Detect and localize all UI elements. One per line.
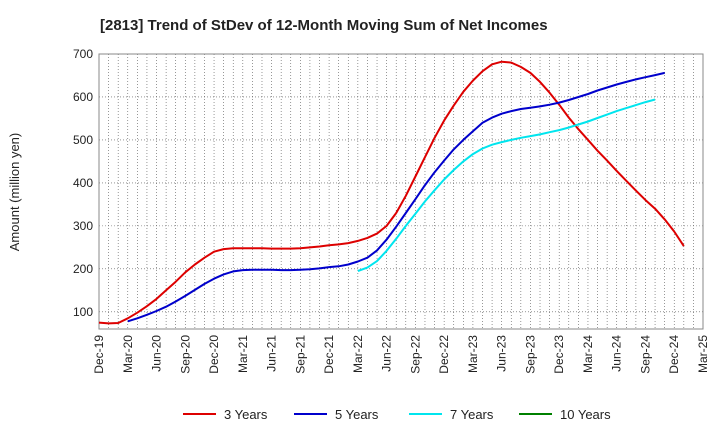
y-tick-label: 200: [73, 262, 93, 276]
legend-label: 5 Years: [335, 407, 379, 422]
plot-area: 100 200 300 400 500 600 700 Dec-19 Mar-20 Jun-20 S…: [73, 47, 710, 374]
x-tick-label: Jun-22: [380, 335, 394, 372]
y-axis-label: Amount (million yen): [7, 133, 22, 252]
x-tick-label: Mar-24: [581, 335, 595, 373]
x-tick-label: Dec-19: [92, 335, 106, 374]
x-tick-label: Mar-23: [466, 335, 480, 373]
y-tick-label: 300: [73, 219, 93, 233]
y-tick-label: 700: [73, 47, 93, 61]
x-tick-label: Dec-23: [552, 335, 566, 374]
legend: 3 Years 5 Years 7 Years 10 Years: [183, 407, 611, 422]
x-tick-label: Sep-24: [638, 335, 652, 374]
series-line: [98, 60, 685, 325]
x-tick-label: Sep-22: [408, 335, 422, 374]
x-tick-label: Sep-21: [293, 335, 307, 374]
x-tick-label: Jun-21: [265, 335, 279, 372]
plot-frame: [98, 53, 704, 330]
y-tick-label: 100: [73, 305, 93, 319]
x-tick-label: Mar-22: [351, 335, 365, 373]
x-tick-label: Jun-24: [610, 335, 624, 372]
y-tick-label: 600: [73, 90, 93, 104]
x-tick-label: Mar-20: [121, 335, 135, 373]
x-tick-label: Sep-23: [523, 335, 537, 374]
x-tick-label: Mar-25: [696, 335, 710, 373]
x-tick-label: Jun-23: [495, 335, 509, 372]
series-line: [357, 98, 656, 272]
x-tick-label: Dec-22: [437, 335, 451, 374]
legend-label: 7 Years: [450, 407, 494, 422]
chart-title: [2813] Trend of StDev of 12-Month Moving…: [100, 17, 548, 34]
legend-label: 10 Years: [560, 407, 611, 422]
y-tick-label: 400: [73, 176, 93, 190]
x-tick-label: Dec-21: [322, 335, 336, 374]
series-line: [127, 71, 665, 323]
x-tick-label: Dec-24: [667, 335, 681, 374]
x-tick-label: Mar-21: [236, 335, 250, 373]
y-tick-label: 500: [73, 133, 93, 147]
x-tick-label: Jun-20: [150, 335, 164, 372]
x-tick-label: Sep-20: [178, 335, 192, 374]
legend-label: 3 Years: [224, 407, 268, 422]
x-tick-label: Dec-20: [207, 335, 221, 374]
